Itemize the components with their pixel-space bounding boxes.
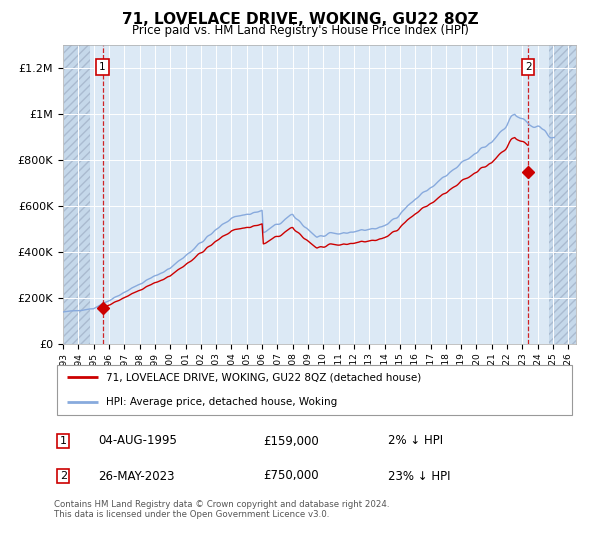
Text: £750,000: £750,000 — [263, 469, 319, 483]
Text: 26-MAY-2023: 26-MAY-2023 — [98, 469, 175, 483]
Text: 71, LOVELACE DRIVE, WOKING, GU22 8QZ: 71, LOVELACE DRIVE, WOKING, GU22 8QZ — [122, 12, 478, 27]
Bar — [63, 45, 90, 344]
Text: £159,000: £159,000 — [263, 435, 319, 447]
Bar — [549, 45, 576, 344]
Text: 1: 1 — [60, 436, 67, 446]
Text: 23% ↓ HPI: 23% ↓ HPI — [388, 469, 451, 483]
Text: HPI: Average price, detached house, Woking: HPI: Average price, detached house, Woki… — [106, 398, 337, 407]
Text: Price paid vs. HM Land Registry's House Price Index (HPI): Price paid vs. HM Land Registry's House … — [131, 24, 469, 37]
Text: 04-AUG-1995: 04-AUG-1995 — [98, 435, 177, 447]
Text: 2% ↓ HPI: 2% ↓ HPI — [388, 435, 443, 447]
Text: Contains HM Land Registry data © Crown copyright and database right 2024.
This d: Contains HM Land Registry data © Crown c… — [54, 500, 389, 519]
Text: 1: 1 — [99, 62, 106, 72]
Text: 2: 2 — [60, 471, 67, 481]
Text: 2: 2 — [525, 62, 532, 72]
FancyBboxPatch shape — [56, 365, 572, 415]
Text: 71, LOVELACE DRIVE, WOKING, GU22 8QZ (detached house): 71, LOVELACE DRIVE, WOKING, GU22 8QZ (de… — [106, 372, 421, 382]
